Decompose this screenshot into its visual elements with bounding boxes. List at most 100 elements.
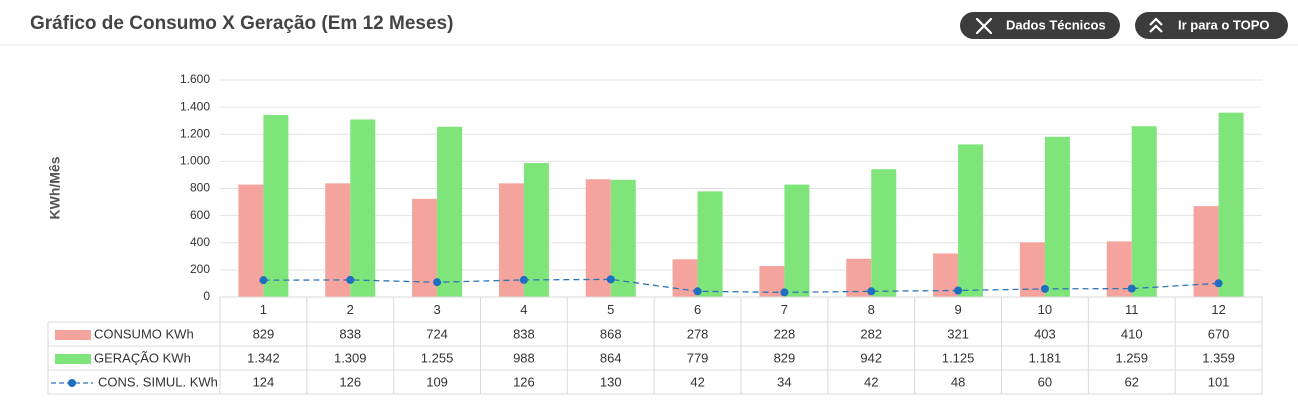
table-value: 1.125 (942, 350, 975, 365)
line-marker (1214, 279, 1223, 288)
y-tick-label: 1.600 (180, 72, 210, 86)
table-value: 48 (951, 374, 965, 389)
x-tick-label: 3 (433, 302, 440, 317)
line-marker (1127, 284, 1136, 293)
line-marker (1040, 284, 1049, 293)
y-tick-label: 0 (203, 289, 210, 303)
y-tick-label: 600 (190, 208, 210, 222)
line-marker (693, 287, 702, 296)
x-tick-label: 8 (868, 302, 875, 317)
bar (1019, 242, 1045, 297)
bar (523, 163, 549, 297)
line-marker (346, 275, 355, 284)
table-value: 988 (513, 350, 535, 365)
y-tick-label: 200 (190, 262, 210, 276)
table-value: 282 (860, 326, 882, 341)
x-tick-label: 4 (520, 302, 527, 317)
table-value: 62 (1125, 374, 1139, 389)
table-value: 278 (687, 326, 709, 341)
x-tick-label: 11 (1125, 302, 1139, 317)
table-value: 868 (600, 326, 622, 341)
table-value: 42 (690, 374, 704, 389)
y-tick-label: 1.200 (180, 126, 210, 140)
bar (1106, 241, 1132, 297)
bar (585, 179, 611, 297)
x-tick-label: 1 (260, 302, 267, 317)
bar (1193, 206, 1219, 297)
bar (610, 179, 636, 297)
bar (697, 191, 723, 297)
line-marker (780, 288, 789, 297)
bar (437, 126, 463, 298)
bar (1131, 126, 1157, 297)
table-value: 670 (1208, 326, 1230, 341)
table-value: 34 (777, 374, 791, 389)
table-value: 942 (860, 350, 882, 365)
line-marker (519, 275, 528, 284)
table-value: 838 (339, 326, 361, 341)
table-value: 410 (1121, 326, 1143, 341)
table-value: 829 (774, 350, 796, 365)
bar (263, 114, 289, 298)
line-marker (433, 278, 442, 287)
table-value: 126 (513, 374, 535, 389)
table-value: 228 (774, 326, 796, 341)
line-marker (954, 286, 963, 295)
bar (1218, 112, 1244, 297)
legend-key-marker (68, 379, 76, 387)
chevron-icon (1149, 17, 1163, 33)
table-value: 124 (253, 374, 275, 389)
y-tick-label: 1.400 (180, 99, 210, 113)
button[interactable]: Dados Técnicos (960, 12, 1120, 39)
table-value: 838 (513, 326, 535, 341)
line-marker (606, 275, 615, 284)
chart-title: Gráfico de Consumo X Geração (Em 12 Mese… (30, 13, 453, 34)
table-value: 1.342 (247, 350, 280, 365)
bar (933, 253, 959, 297)
bar (846, 258, 872, 297)
line-marker (867, 287, 876, 296)
table-value: 42 (864, 374, 878, 389)
bar (871, 169, 897, 297)
legend-label: GERAÇÃO KWh (94, 350, 191, 365)
x-tick-label: 2 (347, 302, 354, 317)
x-tick-label: 9 (954, 302, 961, 317)
line-marker (259, 276, 268, 285)
button-label[interactable]: Dados Técnicos (1006, 17, 1106, 32)
table-value: 724 (426, 326, 448, 341)
table-value: 829 (253, 326, 275, 341)
table-value: 109 (426, 374, 448, 389)
x-tick-label: 7 (781, 302, 788, 317)
bar (958, 144, 984, 297)
y-tick-label: 800 (190, 181, 210, 195)
bar (498, 183, 524, 297)
bar (784, 184, 810, 297)
button-bg[interactable] (1135, 12, 1288, 39)
button[interactable]: Ir para o TOPO (1135, 12, 1288, 39)
legend-label: CONSUMO KWh (94, 326, 194, 341)
x-tick-label: 5 (607, 302, 614, 317)
button-bg[interactable] (960, 12, 1120, 39)
table-value: 864 (600, 350, 622, 365)
table-value: 1.259 (1115, 350, 1148, 365)
table-value: 130 (600, 374, 622, 389)
table-value: 1.255 (421, 350, 454, 365)
y-tick-label: 400 (190, 235, 210, 249)
legend-key (55, 354, 91, 364)
tools-icon (975, 17, 993, 35)
button-label[interactable]: Ir para o TOPO (1178, 17, 1270, 32)
table-value: 321 (947, 326, 969, 341)
table-value: 126 (339, 374, 361, 389)
x-tick-label: 12 (1211, 302, 1225, 317)
legend-key (55, 330, 91, 340)
bar (238, 184, 264, 297)
y-axis-label: KWh/Mês (47, 156, 63, 219)
bar (1044, 136, 1070, 297)
bar (412, 198, 438, 297)
table-value: 101 (1208, 374, 1230, 389)
bar (350, 119, 376, 297)
bar (325, 183, 351, 297)
table-value: 1.181 (1029, 350, 1062, 365)
